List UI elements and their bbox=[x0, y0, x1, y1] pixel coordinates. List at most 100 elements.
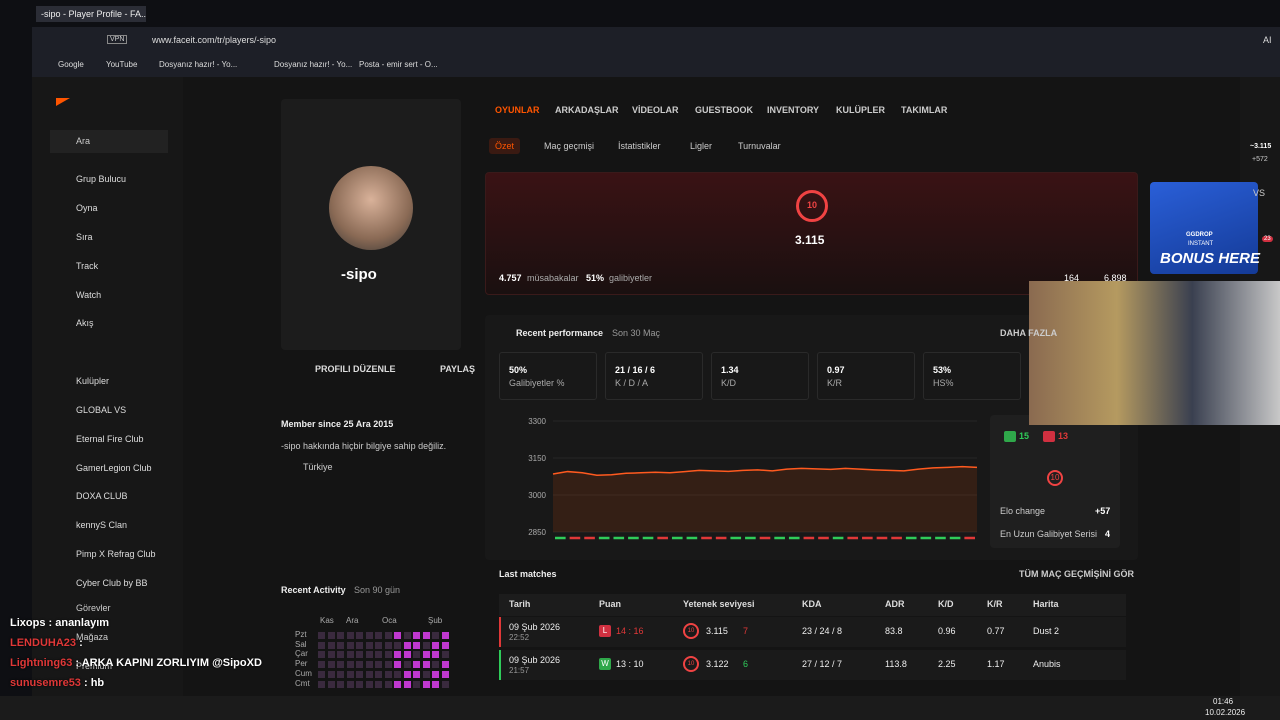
club-item[interactable]: Pimp X Refrag Club bbox=[76, 549, 156, 559]
stat-label: K/D bbox=[721, 378, 737, 388]
club-item[interactable]: GLOBAL VS bbox=[76, 405, 127, 415]
club-item[interactable]: DOXA CLUB bbox=[76, 491, 128, 501]
ai-button[interactable]: AI bbox=[1263, 35, 1272, 45]
bookmark[interactable]: Dosyanız hazır! - Yo... bbox=[159, 60, 238, 69]
nav-item[interactable]: Sıra bbox=[76, 232, 93, 242]
club-item[interactable]: GamerLegion Club bbox=[76, 463, 152, 473]
tab-title[interactable]: -sipo - Player Profile - FA... bbox=[36, 6, 146, 22]
club-item[interactable]: Cyber Club by BB bbox=[76, 578, 148, 588]
activity-cell bbox=[318, 632, 325, 639]
activity-cell bbox=[337, 680, 344, 688]
search-box[interactable]: Ara bbox=[50, 130, 168, 153]
ad-instant: INSTANT bbox=[1188, 241, 1214, 247]
more-link[interactable]: DAHA FAZLA bbox=[1000, 328, 1058, 338]
table-header-bg bbox=[499, 594, 1126, 616]
subtab[interactable]: Maç geçmişi bbox=[544, 141, 595, 151]
date: 09 Şub 2026 bbox=[509, 655, 561, 665]
map: Anubis bbox=[1033, 659, 1061, 669]
subtab[interactable]: Turnuvalar bbox=[738, 141, 781, 151]
elo-chart: 3300 3150 3000 2850 bbox=[528, 417, 978, 540]
bookmark[interactable]: Posta - emir sert - O... bbox=[359, 60, 438, 69]
activity-cell bbox=[365, 632, 373, 639]
elo: 3.115 bbox=[795, 233, 825, 247]
url[interactable]: www.faceit.com/tr/players/-sipo bbox=[152, 35, 277, 45]
activity-cell bbox=[365, 670, 373, 678]
activity-cell bbox=[403, 661, 411, 669]
rail-count: 23 bbox=[1262, 236, 1273, 242]
vpn-badge[interactable]: VPN bbox=[107, 35, 128, 44]
rail-gain: +572 bbox=[1252, 156, 1268, 163]
bookmark[interactable]: YouTube bbox=[106, 60, 138, 69]
kr: 0.77 bbox=[987, 626, 1005, 636]
activity-cell bbox=[441, 661, 449, 669]
chat-message: : bbox=[76, 637, 83, 649]
activity-cell bbox=[422, 632, 430, 639]
y-tick-label: 3150 bbox=[528, 454, 546, 463]
activity-cell bbox=[375, 661, 382, 669]
club-item[interactable]: Eternal Fire Club bbox=[76, 434, 144, 444]
column-header: Puan bbox=[599, 599, 622, 609]
activity-cell bbox=[327, 661, 335, 669]
edit-button[interactable]: PROFILI DÜZENLE bbox=[315, 364, 396, 374]
chat-line: LENDUHA23 : bbox=[10, 637, 83, 649]
tab[interactable]: KULÜPLER bbox=[836, 105, 885, 115]
club-item[interactable]: Kulüpler bbox=[76, 376, 110, 386]
activity-cell bbox=[327, 651, 335, 659]
tab[interactable]: INVENTORY bbox=[767, 105, 820, 115]
day-label: Pzt bbox=[295, 630, 307, 639]
activity-cell bbox=[356, 670, 363, 678]
tab[interactable]: VİDEOLAR bbox=[632, 105, 679, 115]
history-link[interactable]: TÜM MAÇ GEÇMİŞİNİ GÖR bbox=[1019, 569, 1134, 579]
nav-item[interactable]: Akış bbox=[76, 318, 94, 328]
chat-line: Lixops : ananlayım bbox=[10, 617, 109, 629]
rail-elo: ~3.115 bbox=[1250, 143, 1272, 150]
activity-cell bbox=[346, 651, 354, 659]
activity-cell bbox=[432, 670, 439, 678]
activity-cell bbox=[356, 632, 363, 639]
kda: 27 / 12 / 7 bbox=[802, 659, 843, 669]
nav-item[interactable]: Grup Bulucu bbox=[76, 174, 127, 184]
activity-cell bbox=[394, 661, 401, 669]
tab[interactable]: GUESTBOOK bbox=[695, 105, 754, 115]
stat-label: K / D / A bbox=[615, 378, 649, 388]
nav-item[interactable]: Track bbox=[76, 261, 99, 271]
nav-item[interactable]: Mağaza bbox=[76, 632, 109, 642]
chat-message: : ARKA KAPINI ZORLIYIM @SipoXD bbox=[72, 657, 262, 669]
stat-box bbox=[817, 352, 915, 400]
elo: 3.122 bbox=[706, 659, 729, 669]
activity-cell bbox=[318, 641, 325, 649]
activity-cell bbox=[384, 680, 392, 688]
day-label: Per bbox=[295, 659, 308, 669]
nav-item[interactable]: Oyna bbox=[76, 203, 98, 213]
nav-item[interactable]: Premium bbox=[76, 661, 113, 671]
summary-value: +57 bbox=[1095, 506, 1111, 516]
subtab[interactable]: Ligler bbox=[690, 141, 713, 151]
subtab[interactable]: İstatistikler bbox=[618, 141, 661, 151]
stat-box bbox=[923, 352, 1021, 400]
activity-cell bbox=[422, 641, 430, 649]
subtab[interactable]: Özet bbox=[489, 138, 521, 154]
activity-cell bbox=[337, 651, 344, 659]
activity-cell bbox=[441, 680, 449, 688]
bookmark[interactable]: Google bbox=[58, 60, 84, 69]
activity-cell bbox=[432, 632, 439, 639]
activity-cell bbox=[375, 641, 382, 649]
elo-area bbox=[553, 466, 977, 532]
stat-value: 1.34 bbox=[721, 365, 739, 375]
club-item[interactable]: kennyS Clan bbox=[76, 520, 128, 530]
nav-item[interactable]: Görevler bbox=[76, 603, 111, 613]
share-button[interactable]: PAYLAŞ bbox=[440, 364, 476, 374]
day-label: Çar bbox=[295, 649, 308, 659]
bookmark[interactable]: Dosyanız hazır! - Yo... bbox=[274, 60, 353, 69]
activity-cell bbox=[327, 632, 335, 639]
nav-item[interactable]: Watch bbox=[76, 290, 102, 300]
stat-box bbox=[711, 352, 809, 400]
adr: 83.8 bbox=[885, 626, 903, 636]
tab[interactable]: ARKADAŞLAR bbox=[555, 105, 619, 115]
tab[interactable]: TAKIMLAR bbox=[901, 105, 948, 115]
tab[interactable]: OYUNLAR bbox=[495, 105, 540, 115]
activity-cell bbox=[346, 670, 354, 678]
activity-cell bbox=[422, 661, 430, 669]
activity-cell bbox=[346, 680, 354, 688]
level-ring bbox=[796, 190, 828, 222]
